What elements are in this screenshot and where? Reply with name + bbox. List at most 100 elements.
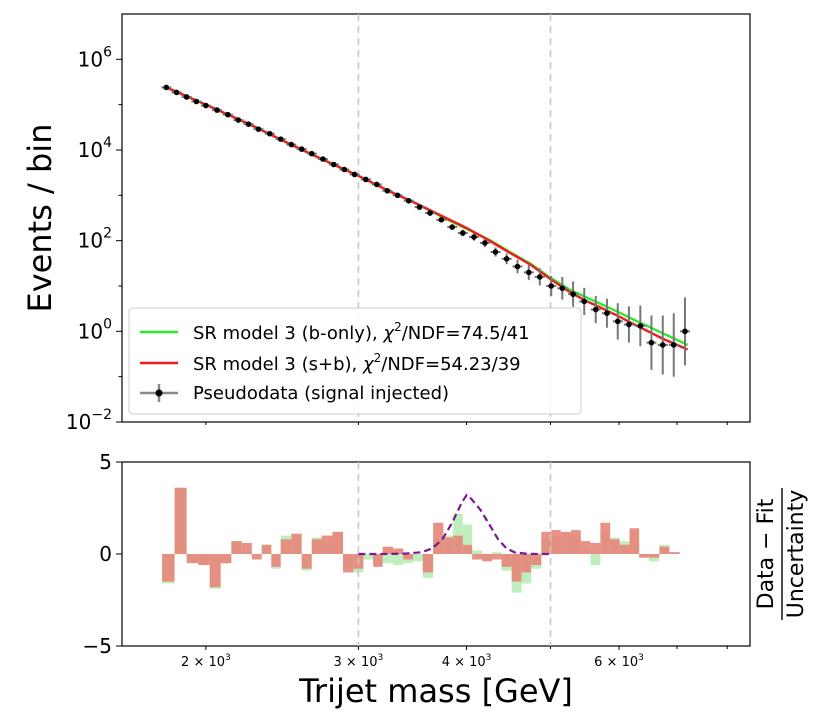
bonly-pull-bar-42 <box>590 554 601 566</box>
pseudodata-marker <box>363 176 369 183</box>
legend-sb-suffix: /NDF=54.23/39 <box>381 354 520 375</box>
pseudodata-marker <box>525 269 532 276</box>
sb-pull-bar-0 <box>162 554 175 582</box>
sb-pull-bar-10 <box>271 554 281 567</box>
sb-pull-bar-47 <box>639 554 650 558</box>
pseudodata-point-24 <box>414 204 425 210</box>
legend-swatch-pd <box>140 384 178 402</box>
pseudodata-point-0 <box>161 84 172 91</box>
pseudodata-point-31 <box>490 247 501 257</box>
sb-pull-bar-2 <box>186 554 199 564</box>
pseudodata-marker <box>682 328 688 335</box>
pseudodata-marker <box>255 126 262 132</box>
legend-bonly-suffix: /NDF=74.5/41 <box>402 323 530 344</box>
y-tick-exp: 2 <box>103 226 112 242</box>
sb-pull-bar-4 <box>209 554 221 588</box>
y-axis-label: Events / bin <box>21 124 59 313</box>
ratio-y-label-denominator: Uncertainty <box>784 490 809 619</box>
signal-template-path <box>358 493 551 556</box>
pseudodata-marker <box>449 224 455 230</box>
sb-pull-bar-49 <box>659 546 670 554</box>
pseudodata-marker <box>330 161 337 168</box>
legend-label-sb: SR model 3 (s+b), χ2/NDF=54.23/39 <box>193 351 521 375</box>
sb-pull-bar-26 <box>433 522 444 554</box>
pseudodata-marker <box>245 121 252 127</box>
pseudodata-marker <box>659 342 666 348</box>
pseudodata-point-23 <box>403 197 414 204</box>
sb-pull-bar-11 <box>280 539 292 554</box>
sb-pull-bar-12 <box>291 533 302 554</box>
pseudodata-marker <box>173 89 180 96</box>
pseudodata-marker <box>548 283 555 289</box>
bonly-pull-bar-32 <box>491 552 502 554</box>
sb-pull-bar-43 <box>600 522 611 554</box>
pseudodata-point-38 <box>568 281 579 307</box>
sb-pull-bar-22 <box>393 548 404 554</box>
legend-bonly-sup: 2 <box>394 320 402 334</box>
pseudodata-marker <box>427 210 433 216</box>
pseudodata-marker <box>203 102 209 109</box>
pseudodata-point-3 <box>191 98 202 105</box>
y-tick-base: 10 <box>78 47 103 71</box>
x-tick-base: 4 × 10 <box>442 655 486 670</box>
pseudodata-point-27 <box>447 224 458 230</box>
x-tick-base: 6 × 10 <box>594 655 638 670</box>
y-tick-exp: 0 <box>103 316 112 332</box>
pseudodata-marker <box>405 197 412 204</box>
legend-sb-sup: 2 <box>374 351 382 365</box>
x-tick-base: 2 × 10 <box>181 655 225 670</box>
sb-pull-bar-41 <box>580 541 591 554</box>
x-tick-exp: 3 <box>638 653 644 663</box>
pseudodata-point-42 <box>612 303 623 340</box>
bonly-pull-bar-29 <box>462 524 473 554</box>
pseudodata-marker <box>626 321 632 328</box>
pseudodata-marker <box>570 291 576 297</box>
sb-pull-bar-8 <box>251 554 262 560</box>
main-plot-frame <box>121 13 751 423</box>
sb-pull-bar-35 <box>521 554 532 573</box>
y-tick-exp: 4 <box>103 135 112 151</box>
bonly-fit-curve <box>165 86 689 346</box>
x-tick-label-0: 2 × 103 <box>181 653 231 670</box>
pseudodata-marker <box>637 323 644 329</box>
ratio-y-tick-label-1: 0 <box>99 542 112 566</box>
pseudodata-point-10 <box>264 130 275 137</box>
pseudodata-point-26 <box>436 217 447 223</box>
pseudodata-marker <box>183 94 190 100</box>
sb-pull-bar-42 <box>590 542 601 554</box>
pseudodata-point-2 <box>181 94 192 100</box>
pseudodata-point-44 <box>635 305 646 347</box>
y-tick-exp: 6 <box>103 44 112 60</box>
legend-bonly-chi: χ <box>382 323 395 344</box>
sb-pull-bar-13 <box>301 554 312 569</box>
sb-pull-bar-6 <box>231 541 242 554</box>
sb-pull-bar-27 <box>443 537 454 554</box>
pseudodata-marker <box>341 166 348 173</box>
x-tick-label-2: 4 × 103 <box>442 653 492 670</box>
pseudodata-marker <box>536 274 543 280</box>
sb-pull-bars <box>162 487 680 588</box>
pseudodata-point-29 <box>469 233 480 241</box>
sb-pull-bar-48 <box>649 554 660 558</box>
sb-pull-bar-25 <box>422 554 434 573</box>
pseudodata-marker <box>373 181 380 188</box>
legend-box <box>128 307 582 415</box>
pseudodata-marker <box>277 136 284 142</box>
y-tick-base: 10 <box>66 410 91 434</box>
x-tick-exp: 3 <box>378 653 384 663</box>
y-tick-base: 10 <box>78 319 103 343</box>
pseudodata-marker <box>438 217 445 223</box>
legend: SR model 3 (b-only), χ2/NDF=74.5/41 SR m… <box>128 307 582 415</box>
pseudodata-point-33 <box>512 259 523 274</box>
pseudodata-point-7 <box>233 117 244 123</box>
sb-pull-bar-16 <box>332 531 344 554</box>
sb-pull-bar-14 <box>311 539 322 554</box>
sb-pull-bar-40 <box>570 530 581 554</box>
pseudodata-marker <box>592 306 599 313</box>
pseudodata-point-19 <box>360 176 371 183</box>
pseudodata-point-22 <box>392 192 403 199</box>
pseudodata-marker <box>214 107 220 113</box>
legend-sb-prefix: SR model 3 (s+b), <box>193 354 363 375</box>
